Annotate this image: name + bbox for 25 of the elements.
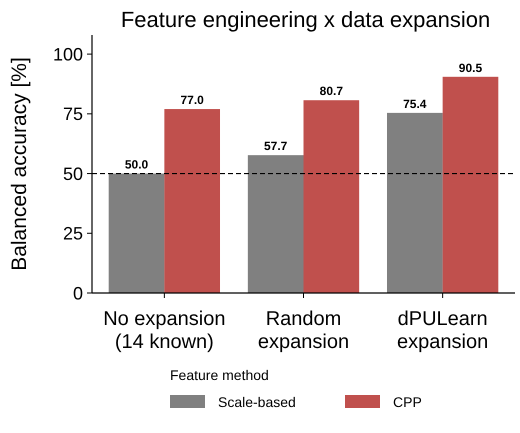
y-tick-label: 75 — [62, 104, 83, 124]
data-label: 90.5 — [458, 60, 482, 75]
y-tick-label: 0 — [72, 283, 83, 304]
data-label: 77.0 — [180, 93, 204, 108]
bar — [164, 109, 220, 293]
chart-title: Feature engineering x data expansion — [120, 7, 490, 32]
legend-label: CPP — [393, 394, 422, 410]
x-tick-label: dPULearn expansion — [397, 308, 488, 353]
bar — [304, 100, 360, 293]
y-tick-label: 25 — [62, 224, 83, 244]
bar — [386, 112, 443, 293]
data-label: 50.0 — [124, 158, 149, 172]
legend-title: Feature method — [170, 367, 269, 383]
x-tick-label: Random expansion — [258, 308, 350, 353]
bar — [108, 174, 164, 293]
data-label: 80.7 — [320, 84, 344, 98]
bar — [248, 155, 304, 293]
data-label: 75.4 — [403, 96, 427, 111]
bar — [442, 76, 498, 293]
legend-label: Scale-based — [218, 394, 296, 410]
y-tick-label: 100 — [52, 44, 83, 64]
data-label: 57.7 — [264, 139, 288, 154]
y-tick-label: 50 — [62, 164, 83, 184]
y-axis-title: Balanced accuracy [%] — [8, 57, 31, 271]
x-tick-label: No expansion (14 known) — [103, 308, 226, 353]
